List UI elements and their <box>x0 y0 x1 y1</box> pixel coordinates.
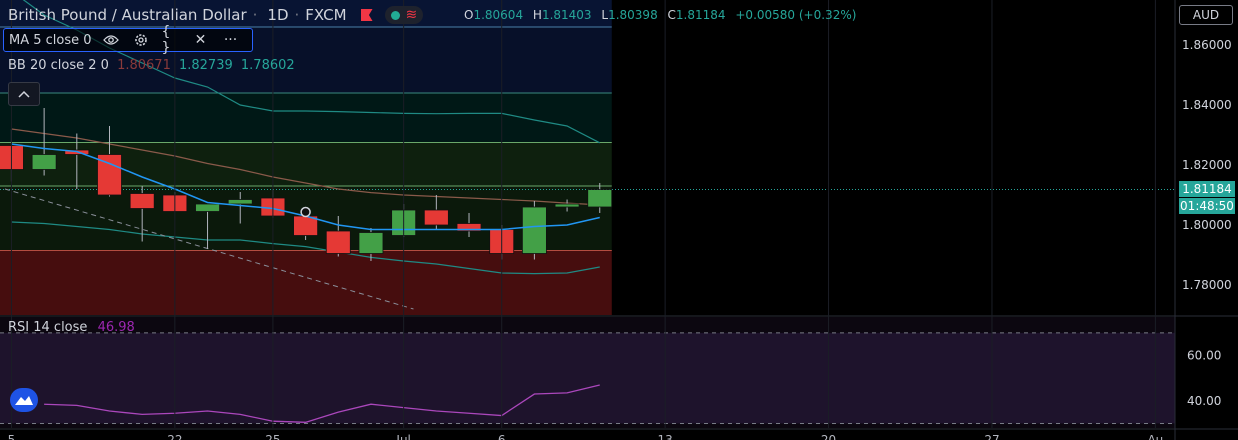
rsi-background <box>0 317 1175 428</box>
ohlc-readout: O1.80604 H1.81403 L1.80398 C1.81184 +0.0… <box>464 8 857 22</box>
x-tick-label: 20 <box>821 433 836 440</box>
eye-icon[interactable] <box>102 31 120 49</box>
x-tick-label: Jul <box>395 433 410 440</box>
countdown-tag: 01:48:50 <box>1179 198 1235 215</box>
ma-legend[interactable]: MA 5 close 0 { } ✕ ··· <box>3 24 253 56</box>
bb-upper-value: 1.82739 <box>178 58 233 73</box>
change-value: +0.00580 (+0.32%) <box>735 8 857 22</box>
exchange-label: FXCM <box>305 6 347 24</box>
last-price-tag: 1.81184 <box>1179 181 1235 198</box>
zone-band <box>0 93 612 143</box>
price-tick-label: 1.82000 <box>1182 158 1232 172</box>
bb-legend[interactable]: BB 20 close 2 0 1.80671 1.82739 1.78602 <box>8 58 295 73</box>
chevron-up-icon <box>18 90 30 98</box>
bb-label: BB 20 close 2 0 <box>8 58 109 73</box>
zone-top <box>0 0 612 27</box>
candle-body <box>358 232 384 254</box>
tradingview-logo-icon[interactable] <box>10 388 38 412</box>
zone-bottom <box>0 250 612 315</box>
collapse-legend-button[interactable] <box>8 82 40 106</box>
candle-body <box>31 154 57 170</box>
rsi-label: RSI 14 close <box>8 320 88 335</box>
close-value: 1.81184 <box>675 8 726 22</box>
price-tick-label: 1.78000 <box>1182 278 1232 292</box>
braces-icon[interactable]: { } <box>161 24 171 56</box>
trendline-dashed <box>4 188 414 310</box>
ma-label: MA 5 close 0 <box>9 32 92 48</box>
rsi-tick-label: 60.00 <box>1187 349 1221 363</box>
trendline <box>4 188 414 310</box>
flag-icon[interactable] <box>360 9 373 21</box>
candle-body <box>129 193 155 209</box>
zone-band <box>0 250 612 315</box>
bb-lower-value: 1.78602 <box>240 58 295 73</box>
x-tick-label: 13 <box>657 433 672 440</box>
rsi-value: 46.98 <box>97 320 135 335</box>
x-tick-label: 25 <box>265 433 280 440</box>
candle-body <box>587 189 613 208</box>
x-tick-label: 27 <box>984 433 999 440</box>
candle-body <box>554 203 580 208</box>
x-tick-label: 6 <box>498 433 506 440</box>
currency-button[interactable]: AUD <box>1179 5 1233 25</box>
rsi-legend[interactable]: RSI 14 close 46.98 <box>8 320 135 335</box>
price-tick-label: 1.80000 <box>1182 218 1232 232</box>
x-tick-label: 5 <box>8 433 16 440</box>
low-value: 1.80398 <box>608 8 658 22</box>
rsi-band <box>0 332 1175 424</box>
x-tick-label: Au <box>1147 433 1163 440</box>
timeframe-label[interactable]: 1D <box>267 6 289 24</box>
wave-icon: ≋ <box>405 7 418 23</box>
chart-header: British Pound / Australian Dollar · 1D ·… <box>8 4 424 26</box>
close-icon[interactable]: ✕ <box>194 32 207 48</box>
candle-body <box>521 206 547 254</box>
open-value: 1.80604 <box>473 8 524 22</box>
symbol-title[interactable]: British Pound / Australian Dollar <box>8 6 247 24</box>
candle-body <box>423 209 449 226</box>
dot-icon <box>390 10 400 20</box>
rsi-tick-label: 40.00 <box>1187 394 1221 408</box>
market-status[interactable]: ≋ <box>384 6 424 24</box>
rsi-line <box>44 384 600 423</box>
price-tick-label: 1.84000 <box>1182 98 1232 112</box>
zone-band <box>0 142 612 186</box>
candle-body <box>227 199 253 205</box>
crosshair-marker <box>300 206 311 218</box>
high-value: 1.81403 <box>541 8 592 22</box>
candle-body <box>456 223 482 232</box>
gear-icon[interactable] <box>132 31 150 49</box>
more-icon[interactable]: ··· <box>223 32 238 48</box>
rsi-pane <box>0 317 1175 428</box>
candle-body <box>325 230 351 254</box>
x-tick-label: 22 <box>167 433 182 440</box>
candle-body <box>195 203 220 212</box>
price-tick-label: 1.86000 <box>1182 38 1232 52</box>
bb-basis-value: 1.80671 <box>117 58 171 73</box>
